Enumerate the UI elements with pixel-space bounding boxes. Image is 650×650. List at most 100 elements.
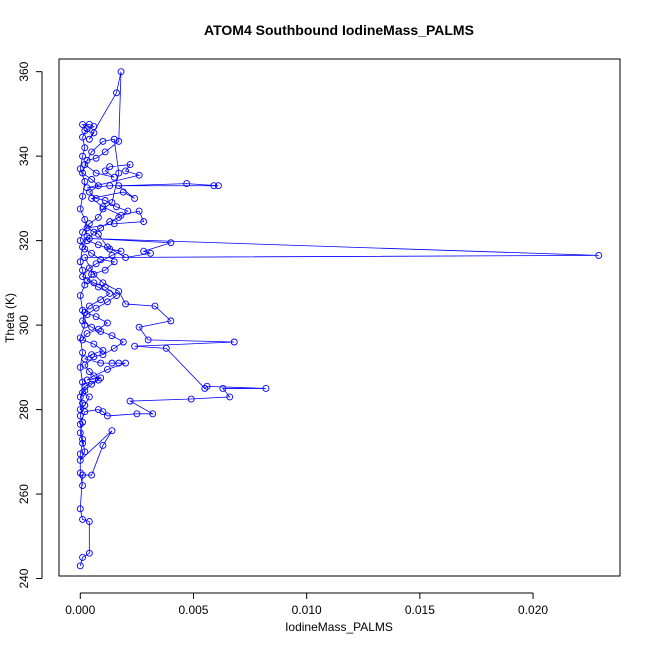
data-point [79, 471, 86, 479]
data-point [115, 287, 123, 295]
data-point [92, 154, 100, 162]
data-point [83, 184, 91, 192]
data-point [113, 292, 120, 299]
data-point [126, 161, 134, 169]
data-point [167, 317, 175, 325]
data-point [117, 247, 125, 255]
data-point [101, 283, 109, 291]
data-point [76, 363, 84, 371]
data-point [122, 167, 130, 175]
data-point [595, 251, 603, 259]
data-point [99, 408, 107, 416]
data-point [79, 169, 86, 177]
data-point [122, 359, 130, 367]
data-point [113, 89, 120, 97]
data-point [106, 182, 114, 190]
data-point [103, 366, 111, 373]
data-point [226, 393, 234, 401]
data-point [113, 203, 120, 211]
data-point [79, 482, 86, 490]
data-point [115, 182, 123, 190]
data-point [117, 68, 125, 76]
data-point [149, 410, 157, 418]
data-point [214, 182, 222, 190]
data-point [99, 279, 107, 287]
data-point [76, 292, 84, 299]
data-point [79, 228, 86, 236]
data-point [97, 374, 105, 382]
x-tick-label: 0.000 [65, 603, 95, 617]
data-point [94, 230, 102, 238]
data-point [94, 213, 102, 221]
data-point [88, 380, 96, 388]
data-point [81, 382, 89, 390]
data-point [183, 180, 191, 188]
data-point [110, 220, 118, 228]
data-point [85, 188, 93, 196]
data-point [108, 199, 116, 207]
data-point [90, 340, 98, 348]
data-point [85, 368, 93, 376]
data-point [90, 129, 98, 137]
data-point [262, 385, 270, 392]
data-point [133, 410, 141, 418]
chart-title: ATOM4 Southbound IodineMass_PALMS [204, 22, 474, 38]
data-point [79, 152, 86, 160]
data-point [83, 224, 91, 232]
data-point [76, 469, 84, 477]
data-point [85, 121, 93, 128]
data-point [99, 137, 107, 145]
data-point [79, 418, 86, 426]
data-point [140, 247, 148, 255]
data-point [106, 218, 114, 226]
data-point [147, 249, 154, 257]
data-point [97, 296, 105, 304]
data-point [122, 300, 130, 308]
data-point [81, 361, 89, 369]
data-point [101, 148, 109, 156]
data-point [230, 338, 238, 346]
y-tick-label: 300 [17, 315, 31, 335]
data-point [108, 251, 116, 259]
data-point [115, 213, 123, 221]
data-point [115, 169, 123, 177]
data-point [92, 313, 100, 321]
data-point [90, 279, 98, 287]
data-point [88, 194, 96, 202]
data-point [79, 389, 86, 397]
data-point [88, 148, 96, 156]
data-point [88, 270, 96, 278]
data-point [76, 165, 84, 173]
data-point [81, 127, 89, 135]
data-point [92, 260, 100, 268]
data-point [76, 562, 84, 570]
data-point [79, 399, 86, 407]
data-point [81, 178, 89, 185]
data-point [83, 125, 91, 133]
y-axis-label: Theta (K) [3, 293, 17, 343]
data-point [83, 311, 91, 318]
data-point [103, 243, 111, 251]
data-point [162, 344, 170, 352]
data-point [99, 205, 107, 213]
data-point [76, 205, 84, 213]
x-tick-label: 0.015 [405, 603, 435, 617]
data-point [140, 218, 148, 226]
data-point [94, 182, 102, 190]
data-point [108, 427, 116, 435]
data-point [83, 232, 91, 240]
data-point [85, 549, 93, 557]
data-point [219, 385, 227, 392]
x-axis: 0.000 0.005 0.010 0.015 0.020 [65, 592, 548, 617]
data-point [101, 197, 109, 204]
data-point [88, 351, 96, 359]
data-point [79, 349, 86, 357]
data-point [85, 302, 93, 310]
data-point [81, 448, 89, 456]
data-point [110, 173, 118, 181]
data-point [97, 327, 105, 335]
data-point [79, 439, 86, 447]
data-point [81, 245, 89, 253]
data-point [97, 256, 105, 264]
data-point [83, 277, 91, 285]
